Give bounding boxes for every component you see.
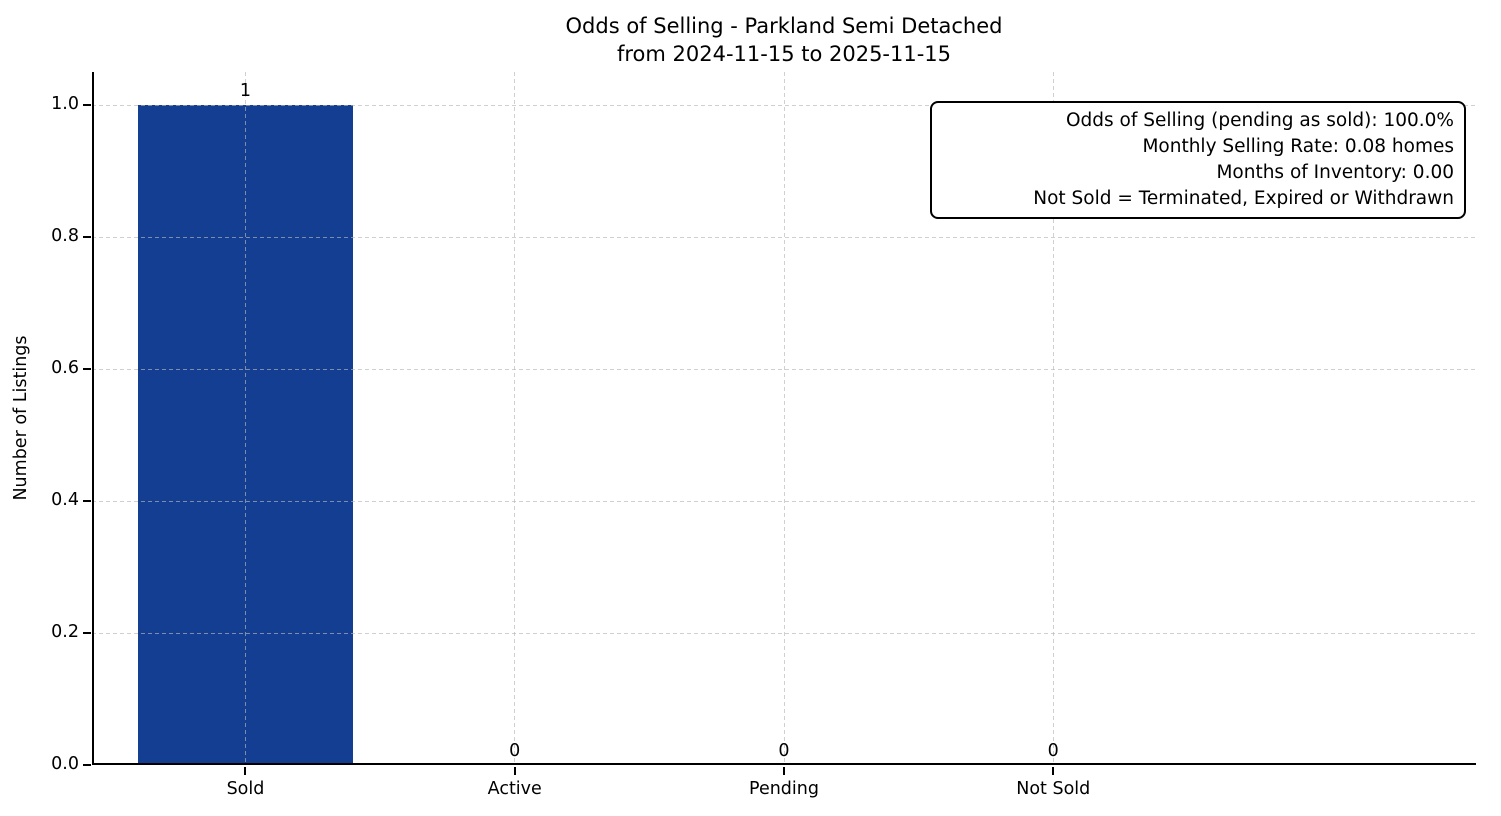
x-tick-label-sold: Sold: [226, 779, 265, 799]
y-tick-label: 0.6: [51, 358, 79, 378]
chart-subtitle: from 2024-11-15 to 2025-11-15: [616, 42, 952, 66]
x-tick-mark: [1052, 767, 1055, 775]
y-tick-label: 0.0: [51, 754, 79, 774]
y-tick-mark: [83, 104, 91, 106]
stats-line: Not Sold = Terminated, Expired or Withdr…: [1033, 188, 1454, 209]
y-tick-label: 0.4: [51, 490, 79, 510]
x-tick-mark: [244, 767, 247, 775]
y-tick-mark: [83, 500, 91, 502]
y-tick-mark: [83, 764, 91, 766]
x-tick-mark: [783, 767, 785, 775]
y-tick-mark: [83, 368, 91, 370]
x-tick-mark: [513, 767, 516, 775]
y-tick-label: 1.0: [51, 94, 79, 114]
y-tick-label: 0.8: [51, 226, 79, 246]
y-tick-mark: [83, 632, 91, 634]
gridline-vertical: [514, 72, 516, 765]
stats-line: Months of Inventory: 0.00: [1216, 162, 1454, 183]
stats-line: Odds of Selling (pending as sold): 100.0…: [1065, 110, 1454, 131]
gridline-vertical: [783, 72, 785, 765]
y-tick-label: 0.2: [51, 622, 79, 642]
y-axis-label: Number of Listings: [11, 335, 31, 501]
gridline-vertical: [1052, 72, 1054, 765]
chart-title: Odds of Selling - Parkland Semi Detached: [565, 14, 1003, 38]
stats-line: Monthly Selling Rate: 0.08 homes: [1142, 136, 1454, 157]
x-tick-label-pending: Pending: [749, 779, 819, 799]
x-tick-label-not-sold: Not Sold: [1016, 779, 1091, 799]
y-tick-mark: [83, 236, 91, 238]
bar-value-label: 0: [1047, 741, 1059, 761]
gridline-vertical: [244, 72, 246, 765]
x-axis-spine: [92, 763, 1476, 765]
bar-value-label: 0: [509, 741, 521, 761]
y-axis-spine: [92, 72, 94, 765]
stats-annotation-box: Odds of Selling (pending as sold): 100.0…: [930, 101, 1466, 219]
x-tick-label-active: Active: [487, 779, 542, 799]
bar-value-label: 1: [239, 81, 252, 101]
bar-value-label: 0: [778, 741, 790, 761]
plot-area: 0.0 0.2 0.4 0.6 0.8 1.0 1 Sold 0 Active 0 Pending 0 N…: [51, 72, 1476, 799]
